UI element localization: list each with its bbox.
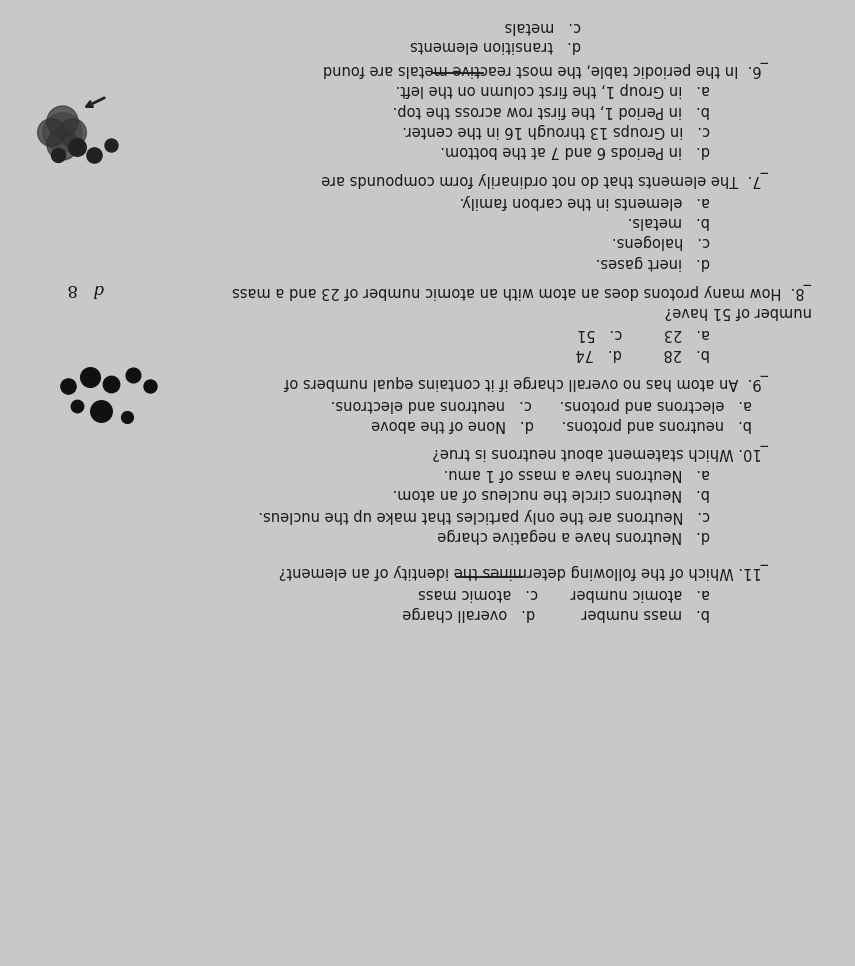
Text: c.   halogens.: c. halogens.	[611, 234, 710, 249]
Text: a.   Neutrons have a mass of 1 amu.: a. Neutrons have a mass of 1 amu.	[443, 466, 710, 481]
Text: b.   Neutrons circle the nucleus of an atom.: b. Neutrons circle the nucleus of an ato…	[392, 486, 710, 501]
Text: a.   23         c.   51: a. 23 c. 51	[577, 326, 710, 341]
Point	[120, 410, 133, 425]
Text: b.   metals.: b. metals.	[628, 213, 710, 229]
Text: a.   elements in the carbon family.: a. elements in the carbon family.	[459, 193, 710, 209]
Point	[126, 367, 139, 383]
Text: b.   in Period 1, the first row across the top.: b. in Period 1, the first row across the…	[392, 102, 710, 118]
Point	[83, 369, 97, 384]
Point	[55, 113, 68, 128]
Text: a.   in Group 1, the first column on the left.: a. in Group 1, the first column on the l…	[395, 81, 710, 97]
Point	[70, 398, 84, 413]
Text: _7.  The elements that do not ordinarily form compounds are: _7. The elements that do not ordinarily …	[321, 171, 770, 187]
Text: d.   Neutrons have a negative charge: d. Neutrons have a negative charge	[437, 527, 710, 543]
Text: d.   transition elements: d. transition elements	[410, 38, 581, 53]
Point	[70, 139, 84, 155]
Point	[55, 125, 68, 140]
Text: c.   metals: c. metals	[505, 18, 581, 34]
Text: _8.  How many protons does an atom with an atomic number of 23 and a mass: _8. How many protons does an atom with a…	[233, 283, 812, 299]
Text: a.   atomic number       c.   atomic mass: a. atomic number c. atomic mass	[417, 585, 710, 601]
Text: _10. Which statement about neutrons is true?: _10. Which statement about neutrons is t…	[433, 443, 770, 460]
Text: c.   in Groups 13 through 16 in the center.: c. in Groups 13 through 16 in the center…	[402, 123, 710, 138]
Text: b.   mass number          d.   overall charge: b. mass number d. overall charge	[402, 606, 710, 621]
Point	[104, 376, 118, 391]
Point	[94, 403, 108, 418]
Point	[87, 147, 101, 162]
Point	[143, 379, 156, 394]
Point	[65, 125, 79, 140]
Text: _9.  An atom has no overall charge if it contains equal numbers of: _9. An atom has no overall charge if it …	[285, 374, 770, 390]
Point	[104, 137, 118, 153]
Text: 8: 8	[66, 279, 76, 297]
Text: d.   inert gases.: d. inert gases.	[595, 255, 710, 270]
Text: _6.  In the periodic table, the most reactive metals are found: _6. In the periodic table, the most reac…	[323, 61, 770, 77]
Text: c.   Neutrons are the only particles that make up the nucleus.: c. Neutrons are the only particles that …	[258, 507, 710, 523]
Text: _11. Which of the following determines the identity of an element?: _11. Which of the following determines t…	[280, 563, 770, 580]
Text: b.   28         d.   74: b. 28 d. 74	[575, 346, 710, 361]
Text: d.   in Periods 6 and 7 at the bottom.: d. in Periods 6 and 7 at the bottom.	[440, 143, 710, 158]
Point	[51, 147, 65, 162]
Point	[55, 136, 68, 152]
Point	[62, 379, 75, 394]
Text: a.   electrons and protons.      c.   neutrons and electrons.: a. electrons and protons. c. neutrons an…	[331, 396, 752, 412]
Point	[44, 125, 58, 140]
Text: number of 51 have?: number of 51 have?	[665, 303, 812, 319]
Text: b.   neutrons and protons.      d.   None of the above: b. neutrons and protons. d. None of the …	[372, 416, 752, 432]
Text: d: d	[93, 279, 103, 297]
